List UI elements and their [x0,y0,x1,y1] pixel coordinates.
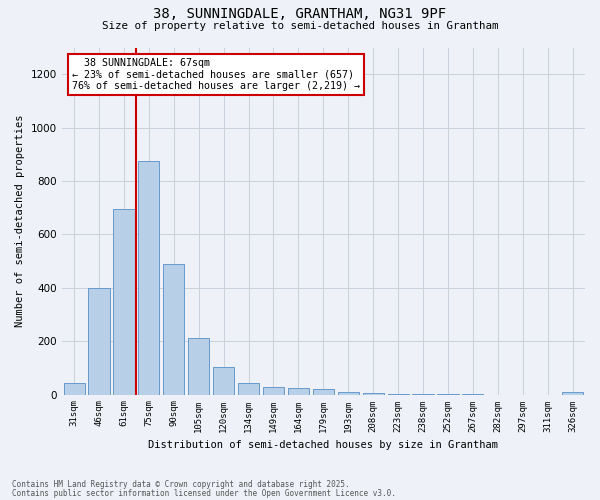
Text: 38, SUNNINGDALE, GRANTHAM, NG31 9PF: 38, SUNNINGDALE, GRANTHAM, NG31 9PF [154,8,446,22]
Text: Size of property relative to semi-detached houses in Grantham: Size of property relative to semi-detach… [102,21,498,31]
Text: 38 SUNNINGDALE: 67sqm
← 23% of semi-detached houses are smaller (657)
76% of sem: 38 SUNNINGDALE: 67sqm ← 23% of semi-deta… [72,58,360,91]
Text: Contains HM Land Registry data © Crown copyright and database right 2025.: Contains HM Land Registry data © Crown c… [12,480,350,489]
Bar [213,366,234,394]
Bar [64,382,85,394]
Text: Contains public sector information licensed under the Open Government Licence v3: Contains public sector information licen… [12,488,396,498]
Bar [288,388,309,394]
Y-axis label: Number of semi-detached properties: Number of semi-detached properties [15,115,25,328]
Bar [163,264,184,394]
Bar [138,161,160,394]
Bar [362,393,384,394]
Bar [238,382,259,394]
Bar [263,386,284,394]
Bar [313,389,334,394]
Bar [88,288,110,395]
Bar [338,392,359,394]
Bar [562,392,583,394]
Bar [113,209,134,394]
Bar [188,338,209,394]
X-axis label: Distribution of semi-detached houses by size in Grantham: Distribution of semi-detached houses by … [148,440,499,450]
